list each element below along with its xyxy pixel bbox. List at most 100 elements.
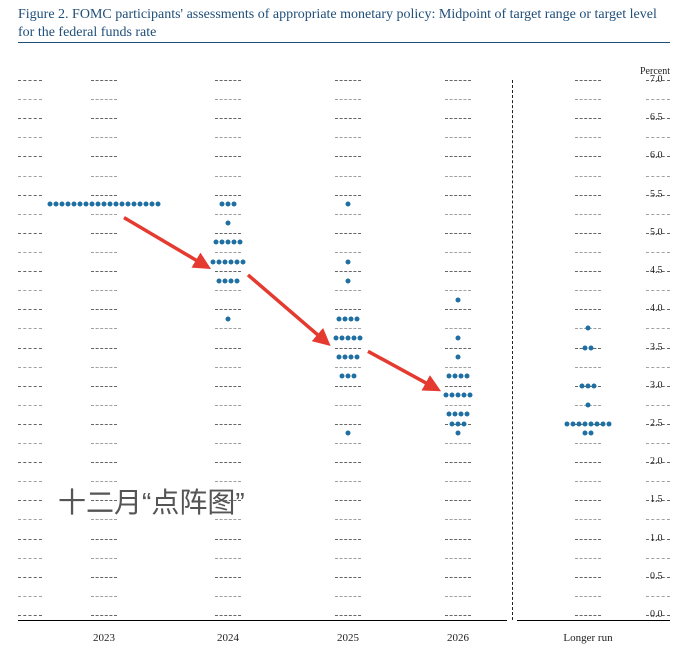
participant-dot <box>226 221 231 226</box>
grid-tick <box>575 80 601 81</box>
participant-dot <box>232 240 237 245</box>
grid-tick-edge <box>646 214 670 215</box>
participant-dot <box>456 421 461 426</box>
grid-tick-edge <box>18 500 42 501</box>
grid-tick-edge <box>18 596 42 597</box>
grid-tick <box>215 539 241 540</box>
y-tick-label: 5.0 <box>650 227 663 238</box>
participant-dot <box>235 278 240 283</box>
grid-tick <box>215 176 241 177</box>
grid-tick-edge <box>18 156 42 157</box>
participant-dot <box>90 202 95 207</box>
y-tick-label: 6.5 <box>650 112 663 123</box>
grid-tick <box>445 290 471 291</box>
participant-dot <box>343 316 348 321</box>
participant-dot <box>586 326 591 331</box>
grid-tick <box>445 80 471 81</box>
figure-title: Figure 2. FOMC participants' assessments… <box>18 6 670 41</box>
grid-tick <box>575 195 601 196</box>
grid-tick <box>215 481 241 482</box>
participant-dot <box>580 383 585 388</box>
participant-dot <box>226 240 231 245</box>
participant-dot <box>235 259 240 264</box>
grid-tick-edge <box>18 424 42 425</box>
participant-dot <box>468 393 473 398</box>
grid-tick <box>575 462 601 463</box>
participant-dot <box>456 355 461 360</box>
grid-tick <box>335 137 361 138</box>
grid-tick-edge <box>18 80 42 81</box>
participant-dot <box>583 345 588 350</box>
grid-tick <box>215 214 241 215</box>
grid-tick <box>91 481 117 482</box>
participant-dot <box>346 335 351 340</box>
grid-tick <box>335 500 361 501</box>
grid-tick <box>215 99 241 100</box>
participant-dot <box>346 431 351 436</box>
grid-tick-edge <box>18 328 42 329</box>
grid-tick-edge <box>18 195 42 196</box>
grid-tick <box>445 252 471 253</box>
grid-tick <box>91 328 117 329</box>
grid-tick <box>215 386 241 387</box>
grid-tick <box>91 386 117 387</box>
grid-tick <box>575 290 601 291</box>
participant-dot <box>601 421 606 426</box>
grid-tick <box>215 137 241 138</box>
grid-tick-edge <box>646 290 670 291</box>
grid-tick <box>335 118 361 119</box>
participant-dot <box>465 374 470 379</box>
grid-tick <box>335 309 361 310</box>
grid-tick-edge <box>18 367 42 368</box>
grid-tick-edge <box>646 405 670 406</box>
grid-tick <box>445 386 471 387</box>
grid-tick <box>335 386 361 387</box>
y-tick-label: 3.5 <box>650 342 663 353</box>
grid-tick <box>335 539 361 540</box>
participant-dot <box>223 259 228 264</box>
participant-dot <box>450 393 455 398</box>
grid-tick <box>335 348 361 349</box>
participant-dot <box>84 202 89 207</box>
participant-dot <box>114 202 119 207</box>
grid-tick <box>91 558 117 559</box>
participant-dot <box>334 335 339 340</box>
grid-tick <box>575 539 601 540</box>
grid-tick <box>445 195 471 196</box>
grid-tick <box>91 443 117 444</box>
grid-tick <box>335 176 361 177</box>
grid-tick <box>335 481 361 482</box>
grid-tick <box>575 577 601 578</box>
participant-dot <box>447 374 452 379</box>
grid-tick-edge <box>18 348 42 349</box>
participant-dot <box>607 421 612 426</box>
grid-tick <box>91 156 117 157</box>
participant-dot <box>72 202 77 207</box>
y-tick-label: 2.0 <box>650 456 663 467</box>
y-tick-label: 2.5 <box>650 418 663 429</box>
grid-tick <box>335 290 361 291</box>
grid-tick-edge <box>18 462 42 463</box>
grid-tick <box>215 328 241 329</box>
grid-tick <box>215 443 241 444</box>
grid-tick <box>445 137 471 138</box>
grid-tick-edge <box>646 558 670 559</box>
grid-tick <box>445 214 471 215</box>
grid-tick <box>445 462 471 463</box>
y-tick-label: 4.0 <box>650 303 663 314</box>
grid-tick <box>575 481 601 482</box>
grid-tick-edge <box>646 596 670 597</box>
grid-tick <box>445 500 471 501</box>
trend-arrow <box>368 351 438 389</box>
trend-arrow <box>248 275 328 344</box>
grid-tick <box>445 596 471 597</box>
grid-tick <box>215 271 241 272</box>
grid-tick <box>335 99 361 100</box>
grid-tick <box>91 424 117 425</box>
participant-dot <box>144 202 149 207</box>
participant-dot <box>54 202 59 207</box>
grid-tick <box>335 596 361 597</box>
grid-tick <box>445 558 471 559</box>
grid-tick <box>215 577 241 578</box>
grid-tick <box>575 137 601 138</box>
